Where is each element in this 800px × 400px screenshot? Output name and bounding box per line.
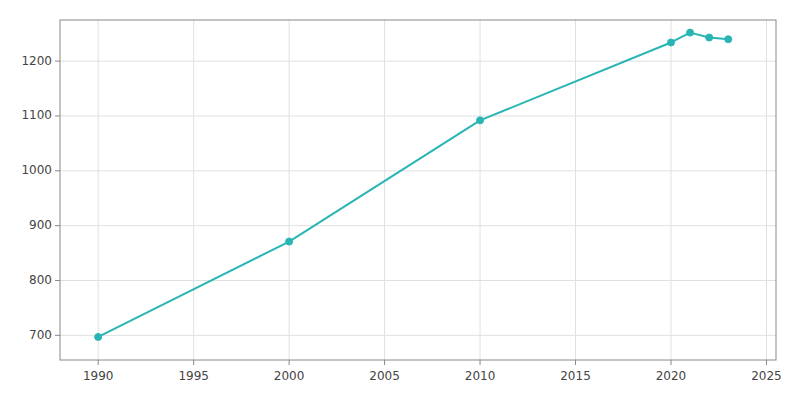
x-tick [98, 360, 99, 365]
y-tick [55, 225, 60, 226]
y-grid-line [60, 225, 776, 226]
x-grid-line [575, 20, 576, 360]
plot-frame [60, 20, 776, 360]
x-tick [670, 360, 671, 365]
axes: 700 800 900 1000 1100 1200 1990 1995 2000 2005 201… [21, 20, 781, 383]
y-tick-label: 1100 [21, 108, 52, 122]
x-grid-line [480, 20, 481, 360]
y-grid-line [60, 335, 776, 336]
y-tick-label: 900 [29, 218, 52, 232]
x-tick-label: 1990 [83, 369, 114, 383]
data-line [98, 33, 728, 337]
x-grid-line [670, 20, 671, 360]
x-tick-label: 2020 [656, 369, 687, 383]
x-tick [766, 360, 767, 365]
y-tick [55, 335, 60, 336]
x-grid-line [384, 20, 385, 360]
y-tick [55, 61, 60, 62]
data-marks [95, 29, 732, 340]
chart-svg: 700 800 900 1000 1100 1200 1990 1995 2000 2005 201… [0, 0, 800, 400]
grid [60, 20, 776, 360]
data-point [95, 333, 102, 340]
x-tick-label: 2015 [560, 369, 591, 383]
y-grid-line [60, 61, 776, 62]
data-point [687, 29, 694, 36]
y-tick-label: 1000 [21, 163, 52, 177]
y-tick [55, 115, 60, 116]
y-tick-label: 800 [29, 273, 52, 287]
x-tick-label: 2010 [465, 369, 496, 383]
y-tick [55, 280, 60, 281]
y-tick [55, 170, 60, 171]
x-tick [575, 360, 576, 365]
x-grid-line [766, 20, 767, 360]
data-point [286, 238, 293, 245]
x-tick-label: 1995 [178, 369, 209, 383]
data-point [667, 39, 674, 46]
y-tick-label: 700 [29, 328, 52, 342]
y-grid-line [60, 170, 776, 171]
data-point [477, 117, 484, 124]
y-grid-line [60, 280, 776, 281]
chart-container: 700 800 900 1000 1100 1200 1990 1995 2000 2005 201… [0, 0, 800, 400]
y-tick-label: 1200 [21, 54, 52, 68]
y-grid-line [60, 115, 776, 116]
x-tick [193, 360, 194, 365]
x-tick [289, 360, 290, 365]
x-tick-label: 2000 [274, 369, 305, 383]
x-tick-label: 2005 [369, 369, 400, 383]
x-tick [480, 360, 481, 365]
data-point [725, 36, 732, 43]
x-grid-line [98, 20, 99, 360]
x-tick-label: 2025 [751, 369, 782, 383]
data-point [706, 34, 713, 41]
x-grid-line [193, 20, 194, 360]
x-tick [384, 360, 385, 365]
x-grid-line [289, 20, 290, 360]
